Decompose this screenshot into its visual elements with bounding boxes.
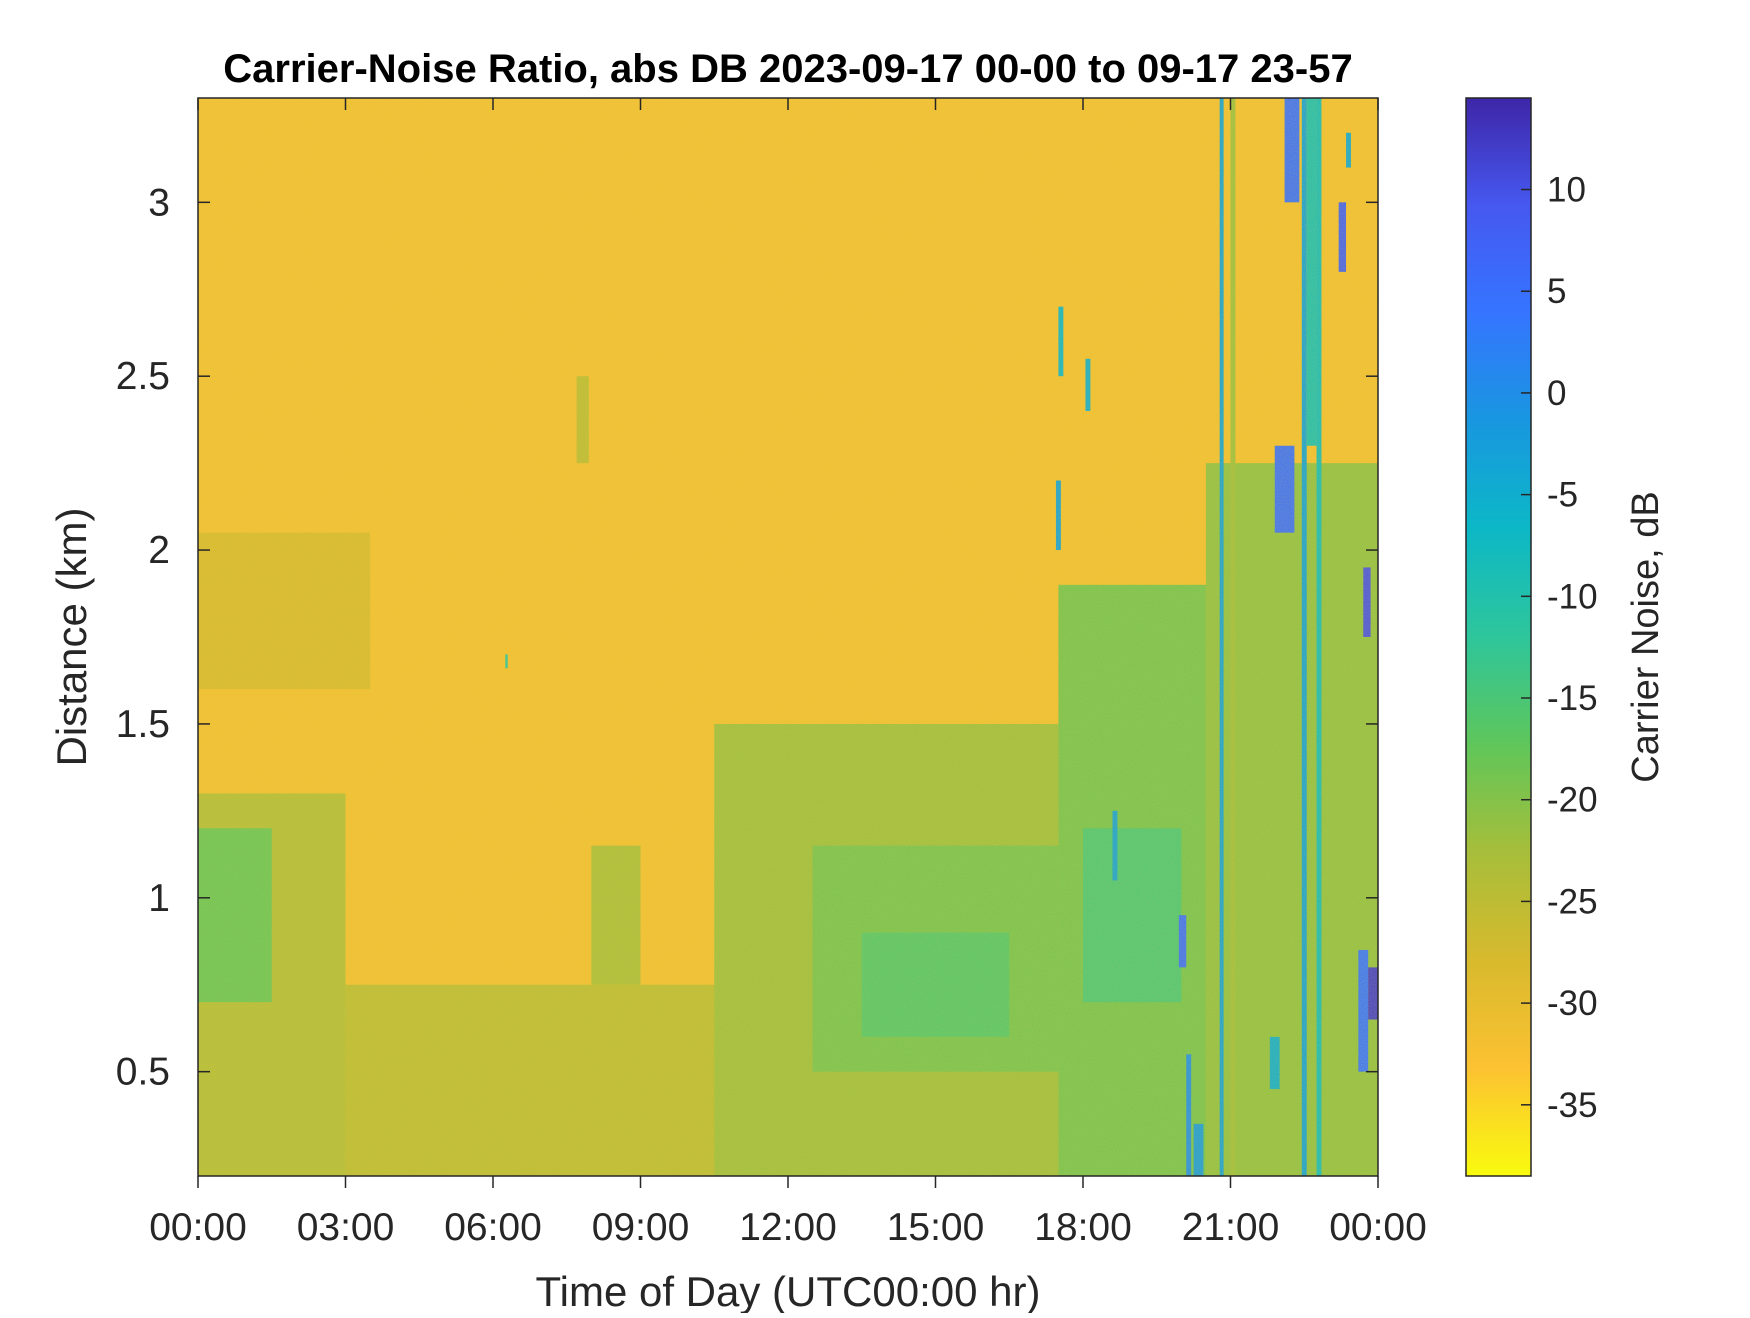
y-tick-label-4: 2.5 (116, 355, 170, 398)
x-axis: 00:00 03:00 06:00 09:00 12:00 15:00 18:00 21:00… (149, 98, 1427, 1249)
chart-title: Carrier-Noise Ratio, abs DB 2023-09-17 0… (223, 47, 1352, 91)
colorbar-tick-label-6: -20 (1547, 781, 1598, 820)
y-axis-label: Distance (km) (48, 507, 95, 766)
y-tick-label-1: 1 (148, 877, 170, 920)
x-tick-label-7: 21:00 (1182, 1206, 1280, 1249)
colorbar-ticks: 10 5 0 -5 -10 -15 -20 -25 -30 -35 (1521, 171, 1598, 1125)
y-tick-label-0: 0.5 (116, 1051, 170, 1094)
colorbar-tick-label-2: 0 (1547, 374, 1566, 413)
y-tick-label-2: 1.5 (116, 703, 170, 746)
colorbar-tick-label-3: -5 (1547, 476, 1578, 515)
colorbar-tick-label-9: -35 (1547, 1086, 1598, 1125)
heatmap-plot (198, 98, 1378, 1176)
colorbar-tick-label-7: -25 (1547, 882, 1598, 921)
colorbar-gradient (1465, 97, 1532, 1177)
x-tick-label-3: 09:00 (592, 1206, 690, 1249)
y-tick-label-3: 2 (148, 529, 170, 572)
colorbar-tick-label-8: -30 (1547, 984, 1598, 1023)
colorbar-label: Carrier Noise, dB (1625, 491, 1667, 782)
colorbar-tick-label-5: -15 (1547, 679, 1598, 718)
x-tick-label-2: 06:00 (444, 1206, 542, 1249)
x-axis-label: Time of Day (UTC00:00 hr) (536, 1268, 1041, 1313)
colorbar-tick-label-0: 10 (1547, 171, 1586, 210)
colorbar: 10 5 0 -5 -10 -15 -20 -25 -30 -35 Carrier Noise, … (1465, 97, 1667, 1177)
x-tick-label-0: 00:00 (149, 1206, 247, 1249)
y-tick-label-5: 3 (148, 181, 170, 224)
x-tick-label-1: 03:00 (297, 1206, 395, 1249)
y-axis: 0.5 1 1.5 2 2.5 3 (116, 181, 1378, 1094)
colorbar-tick-label-1: 5 (1547, 272, 1566, 311)
x-tick-label-5: 15:00 (887, 1206, 985, 1249)
colorbar-tick-label-4: -10 (1547, 577, 1598, 616)
heatmap-speckle-texture (198, 98, 1378, 1176)
x-tick-label-4: 12:00 (739, 1206, 837, 1249)
x-tick-label-6: 18:00 (1034, 1206, 1132, 1249)
x-tick-label-8: 00:00 (1329, 1206, 1427, 1249)
